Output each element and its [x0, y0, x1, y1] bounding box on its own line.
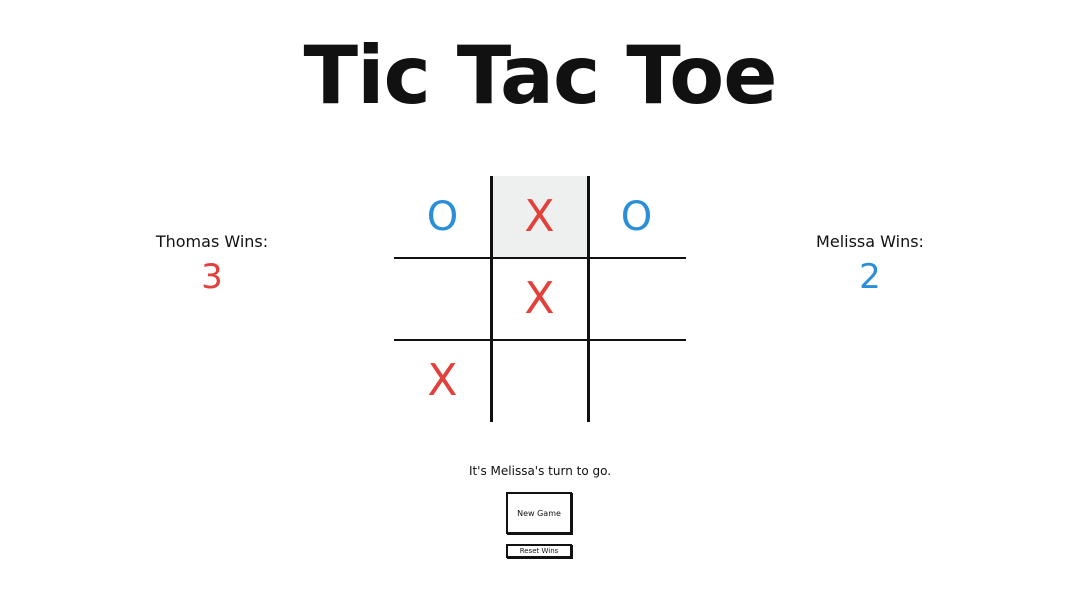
turn-status: It's Melissa's turn to go.	[468, 464, 612, 478]
board-cell-8[interactable]	[491, 340, 588, 422]
player2-wins-count: 2	[859, 257, 881, 297]
grid-line-horizontal-2	[394, 339, 686, 341]
board-cell-4[interactable]	[394, 258, 491, 340]
player2-wins-label: Melissa Wins:	[816, 232, 924, 251]
reset-wins-button[interactable]: Reset Wins	[506, 544, 572, 558]
board-cell-9[interactable]	[588, 340, 685, 422]
board-cell-7[interactable]: X	[394, 340, 491, 422]
grid-line-horizontal-1	[394, 257, 686, 259]
game-board: O X O X X	[394, 176, 686, 422]
grid-line-vertical-2	[587, 176, 590, 422]
o-mark-icon: O	[426, 194, 459, 240]
player1-score: Thomas Wins: 3	[112, 232, 312, 297]
board-cell-6[interactable]	[588, 258, 685, 340]
o-mark-icon: O	[620, 194, 653, 240]
board-cell-5[interactable]: X	[491, 258, 588, 340]
board-cell-3[interactable]: O	[588, 176, 685, 258]
player1-wins-count: 3	[201, 257, 223, 297]
board-cell-1[interactable]: O	[394, 176, 491, 258]
grid-line-vertical-1	[490, 176, 493, 422]
player2-score: Melissa Wins: 2	[770, 232, 970, 297]
player1-wins-label: Thomas Wins:	[155, 232, 269, 251]
x-mark-icon: X	[427, 355, 458, 406]
new-game-button[interactable]: New Game	[506, 492, 572, 534]
board-cell-2[interactable]: X	[491, 176, 588, 258]
game-title: Tic Tac Toe	[303, 29, 778, 122]
x-mark-icon: X	[524, 191, 555, 242]
x-mark-icon: X	[524, 273, 555, 324]
